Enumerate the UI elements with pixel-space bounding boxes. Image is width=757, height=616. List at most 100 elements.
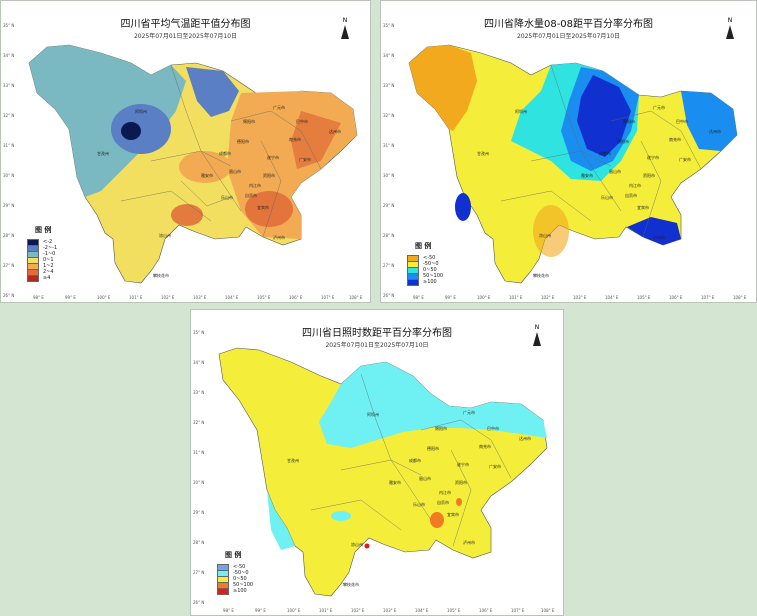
legend-label: <-50	[423, 255, 436, 261]
city-label: 宜宾市	[447, 512, 459, 517]
city-label: 绵阳市	[435, 426, 447, 431]
legend-item: ≥100	[217, 587, 253, 595]
lon-tick: 106° E	[669, 295, 683, 300]
lat-tick: 35° N	[3, 23, 15, 28]
city-label: 眉山市	[419, 476, 431, 481]
lat-tick: 28° N	[3, 233, 15, 238]
city-label: 乐山市	[413, 502, 425, 507]
city-label: 遂宁市	[647, 155, 659, 160]
county-borders	[500, 64, 702, 238]
city-label: 成都市	[599, 151, 611, 156]
lon-tick: 105° E	[637, 295, 651, 300]
north-arrow-icon: N	[533, 324, 541, 346]
lon-tick: 99° E	[65, 295, 76, 300]
legend-item: ≥100	[407, 278, 443, 286]
city-label: 自贡市	[437, 500, 449, 505]
precipitation-map-graphic	[408, 44, 738, 284]
county-borders	[310, 373, 512, 547]
lat-tick: 34° N	[3, 53, 15, 58]
lat-tick: 31° N	[3, 143, 15, 148]
lon-tick: 108° E	[733, 295, 747, 300]
lon-tick: 102° E	[541, 295, 555, 300]
lon-tick: 105° E	[257, 295, 271, 300]
legend-label: -1~0	[43, 251, 56, 257]
lat-tick: 32° N	[3, 113, 15, 118]
lat-tick: 30° N	[383, 173, 395, 178]
city-label: 成都市	[409, 458, 421, 463]
lon-tick: 106° E	[289, 295, 303, 300]
lon-tick: 98° E	[33, 295, 44, 300]
city-label: 泸州市	[463, 540, 475, 545]
lat-tick: 29° N	[193, 510, 205, 515]
city-label: 南充市	[479, 444, 491, 449]
lon-tick: 99° E	[445, 295, 456, 300]
city-label: 阿坝州	[367, 412, 379, 417]
city-label: 德阳市	[617, 139, 629, 144]
city-label: 德阳市	[427, 446, 439, 451]
city-label: 攀枝花市	[153, 273, 169, 278]
north-arrow-icon: N	[341, 17, 349, 39]
wet-southwest	[455, 193, 471, 221]
city-label: 广安市	[679, 157, 691, 162]
hot-east	[291, 111, 341, 169]
city-label: 自贡市	[245, 193, 257, 198]
city-label: 巴中市	[296, 119, 308, 124]
legend: 图 例 <-50 -50~0 0~50 50~100 ≥100	[407, 241, 443, 286]
city-label: 资阳市	[643, 173, 655, 178]
city-label: 泸州市	[273, 235, 285, 240]
city-label: 甘孜州	[97, 151, 109, 156]
city-label: 南充市	[289, 137, 301, 142]
city-label: 雅安市	[581, 173, 593, 178]
legend-swatch	[27, 274, 39, 282]
warm-center	[179, 151, 231, 183]
city-label: 雅安市	[389, 480, 401, 485]
city-label: 甘孜州	[477, 151, 489, 156]
city-label: 眉山市	[229, 169, 241, 174]
legend-item: ≥4	[27, 274, 57, 282]
lon-tick: 101° E	[319, 608, 333, 613]
city-label: 巴中市	[487, 426, 499, 431]
lon-tick: 104° E	[225, 295, 239, 300]
city-label: 成都市	[219, 151, 231, 156]
lat-tick: 27° N	[193, 570, 205, 575]
lat-tick: 26° N	[383, 293, 395, 298]
city-label: 资阳市	[455, 480, 467, 485]
lon-tick: 107° E	[701, 295, 715, 300]
map-subtitle: 2025年07月01日至2025年07月10日	[133, 33, 238, 40]
city-label: 南充市	[669, 137, 681, 142]
lat-tick: 33° N	[193, 390, 205, 395]
city-label: 阿坝州	[515, 109, 527, 114]
lat-tick: 29° N	[383, 203, 395, 208]
legend-label: 1~2	[43, 263, 54, 269]
extreme-wet	[577, 75, 631, 157]
city-label: 乐山市	[601, 195, 613, 200]
legend-label: -2~-1	[43, 245, 58, 251]
city-label: 雅安市	[201, 173, 213, 178]
lat-tick: 31° N	[383, 143, 395, 148]
city-label: 达州市	[709, 129, 721, 134]
less-sunshine-west	[267, 490, 295, 550]
city-label: 内江市	[439, 490, 451, 495]
map-subtitle: 2025年07月01日至2025年07月10日	[516, 33, 621, 40]
lon-tick: 104° E	[605, 295, 619, 300]
legend-label: -50~0	[233, 570, 249, 576]
legend-label: ≥4	[43, 275, 51, 281]
lon-tick: 100° E	[477, 295, 491, 300]
lat-tick: 35° N	[383, 23, 395, 28]
city-label: 眉山市	[609, 169, 621, 174]
warm-east	[227, 91, 357, 239]
legend-label: 2~4	[43, 269, 54, 275]
city-label: 资阳市	[263, 173, 275, 178]
lon-tick: 107° E	[321, 295, 335, 300]
legend-swatch	[217, 587, 229, 595]
legend: 图 例 <-50 -50~0 0~50 50~100 ≥100	[217, 550, 253, 595]
lon-tick: 101° E	[129, 295, 143, 300]
lon-tick: 101° E	[509, 295, 523, 300]
less-sunshine-patch	[331, 511, 351, 521]
lon-tick: 102° E	[351, 608, 365, 613]
lat-tick: 28° N	[193, 540, 205, 545]
city-label: 广元市	[463, 410, 475, 415]
lat-tick: 34° N	[383, 53, 395, 58]
north-arrow-icon: N	[726, 17, 734, 39]
lon-tick: 98° E	[413, 295, 424, 300]
